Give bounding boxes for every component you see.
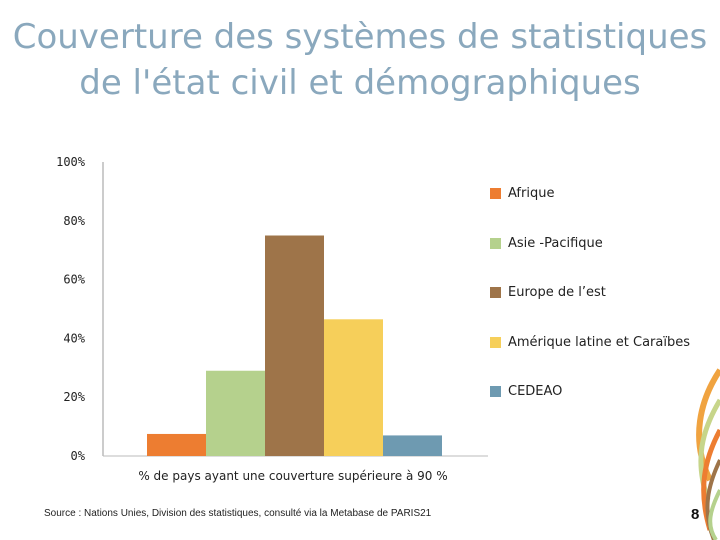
y-tick-label: 0% (71, 449, 86, 463)
legend-item: CEDEAO (490, 384, 562, 399)
title-line-2: de l'état civil et démographiques (79, 63, 641, 103)
legend-swatch (490, 237, 501, 249)
legend-swatch (490, 287, 501, 298)
y-tick-label: 40% (63, 331, 85, 345)
legend-swatch (490, 386, 501, 397)
bar-afrique (147, 433, 206, 456)
legend-swatch (490, 336, 501, 348)
y-tick-label: 80% (63, 214, 85, 228)
bar-cedeao (383, 435, 442, 456)
bar-europe-de-l-est (265, 235, 324, 456)
bar-am-rique-latine-et-cara-bes (324, 319, 383, 456)
title-line-1: Couverture des systèmes de statistiques (12, 17, 708, 57)
legend-item: Asie -Pacifique (490, 236, 603, 251)
x-category-label: % de pays ayant une couverture supérieur… (138, 469, 447, 483)
page-number: 8 (691, 506, 700, 523)
legend-label: Amérique latine et Caraïbes (508, 334, 691, 350)
page-title: Couverture des systèmes de statistiques … (0, 14, 720, 106)
legend-label: Afrique (508, 186, 555, 201)
bar-asie-pacifique (206, 370, 265, 456)
legend-label: CEDEAO (508, 384, 563, 399)
legend-label: Asie -Pacifique (508, 235, 603, 251)
legend-label: Europe de l’est (508, 285, 606, 300)
y-tick-label: 60% (63, 273, 85, 287)
legend-item: Afrique (490, 186, 554, 201)
decorative-leaves-graphic (696, 368, 720, 540)
legend-item: Europe de l’est (490, 285, 606, 300)
source-note: Source : Nations Unies, Division des sta… (44, 508, 432, 519)
legend-item: Amérique latine et Caraïbes (490, 335, 690, 350)
y-tick-label: 100% (56, 155, 86, 169)
y-tick-label: 20% (63, 390, 85, 404)
legend-swatch (490, 188, 501, 199)
